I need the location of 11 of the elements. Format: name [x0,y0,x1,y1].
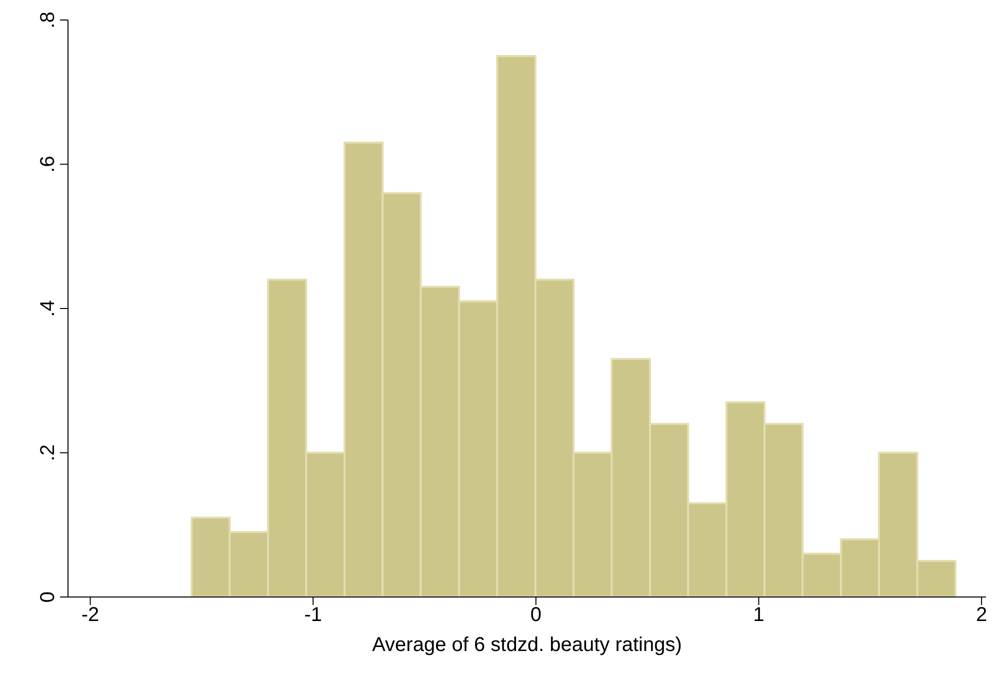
y-tick-label: .2 [37,444,59,462]
x-tick-label: 0 [530,604,542,626]
x-tick-label: 1 [753,604,764,626]
y-tick-label: .4 [37,300,59,317]
x-tick-label: -2 [81,604,100,626]
x-tick-label: 2 [976,604,988,626]
x-axis-title: Average of 6 stdzd. beauty ratings) [372,634,682,656]
x-tick-label: -1 [304,604,322,626]
y-tick-label: .8 [37,12,59,28]
y-tick-label: 0 [37,591,59,603]
y-tick-label: .6 [37,156,59,173]
